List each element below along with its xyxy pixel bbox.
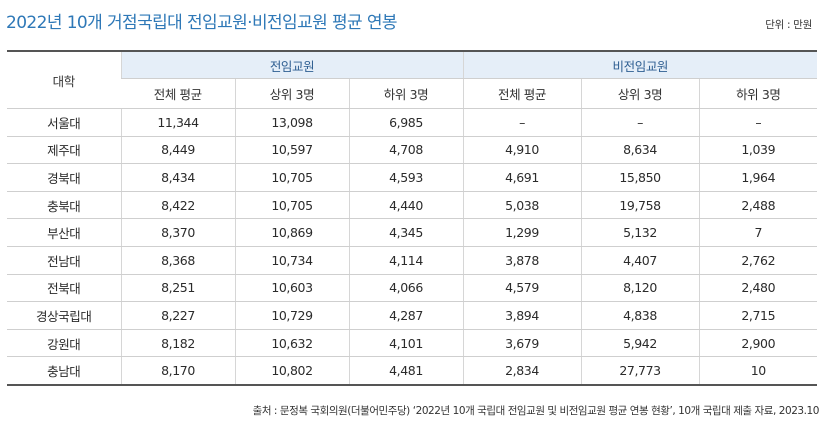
- table-row: 전남대 8,368 10,734 4,114 3,878 4,407 2,762: [7, 246, 818, 275]
- cell-fulltime-average: 8,449: [120, 136, 235, 165]
- cell-fulltime-bottom3: 6,985: [348, 108, 464, 137]
- cell-nonfulltime-top3: 27,773: [580, 356, 700, 386]
- cell-fulltime-top3: 10,597: [234, 136, 349, 165]
- cell-fulltime-average: 8,227: [120, 301, 235, 330]
- cell-nonfulltime-average: 3,894: [462, 301, 582, 330]
- cell-fulltime-bottom3: 4,101: [348, 329, 464, 358]
- cell-nonfulltime-bottom3: 2,900: [698, 329, 818, 358]
- table-group-header-row: 대학 전임교원 비전임교원: [7, 50, 818, 109]
- cell-fulltime-top3: 10,632: [234, 329, 349, 358]
- cell-nonfulltime-bottom3: 2,488: [698, 191, 818, 220]
- group-header-fulltime: 전임교원: [120, 50, 464, 79]
- subheader-nonfulltime-top3: 상위 3명: [580, 78, 700, 109]
- subheader-fulltime-average: 전체 평균: [121, 78, 235, 109]
- subheader-nonfulltime-average: 전체 평균: [462, 78, 582, 109]
- cell-university: 서울대: [7, 108, 121, 137]
- cell-fulltime-bottom3: 4,708: [348, 136, 464, 165]
- cell-fulltime-bottom3: 4,066: [348, 274, 464, 303]
- cell-university: 전남대: [7, 246, 121, 275]
- cell-fulltime-average: 8,434: [120, 163, 235, 192]
- cell-nonfulltime-top3: 5,942: [580, 329, 700, 358]
- table-row: 경상국립대 8,227 10,729 4,287 3,894 4,838 2,715: [7, 301, 818, 330]
- cell-nonfulltime-bottom3: 2,480: [698, 274, 818, 303]
- cell-fulltime-top3: 10,734: [234, 246, 349, 275]
- cell-university: 제주대: [7, 136, 121, 165]
- cell-fulltime-bottom3: 4,287: [348, 301, 464, 330]
- subheader-fulltime-bottom3: 하위 3명: [348, 78, 464, 109]
- salary-table: 대학 전임교원 비전임교원 전체 평균 상위 3명 하위 3명 전체 평균 상위…: [7, 50, 818, 386]
- cell-fulltime-bottom3: 4,481: [348, 356, 464, 386]
- cell-nonfulltime-average: 3,878: [462, 246, 582, 275]
- cell-nonfulltime-average: –: [462, 108, 582, 137]
- cell-nonfulltime-top3: 8,120: [580, 274, 700, 303]
- cell-nonfulltime-top3: 5,132: [580, 218, 700, 247]
- cell-fulltime-average: 8,182: [120, 329, 235, 358]
- cell-university: 경상국립대: [7, 301, 121, 330]
- cell-nonfulltime-average: 2,834: [462, 356, 582, 386]
- subheader-nonfulltime-bottom3: 하위 3명: [698, 78, 818, 109]
- cell-fulltime-top3: 10,802: [234, 356, 349, 386]
- cell-nonfulltime-average: 1,299: [462, 218, 582, 247]
- cell-university: 전북대: [7, 274, 121, 303]
- cell-university: 부산대: [7, 218, 121, 247]
- table-row: 경북대 8,434 10,705 4,593 4,691 15,850 1,964: [7, 163, 818, 192]
- cell-nonfulltime-top3: 8,634: [580, 136, 700, 165]
- source-note: 출처 : 문정복 국회의원(더불어민주당) ‘2022년 10개 국립대 전임교…: [252, 405, 820, 417]
- cell-fulltime-bottom3: 4,440: [348, 191, 464, 220]
- cell-fulltime-top3: 10,729: [234, 301, 349, 330]
- subheader-fulltime-top3: 상위 3명: [234, 78, 349, 109]
- cell-fulltime-bottom3: 4,114: [348, 246, 464, 275]
- cell-nonfulltime-average: 4,910: [462, 136, 582, 165]
- cell-fulltime-top3: 10,603: [234, 274, 349, 303]
- cell-university: 충북대: [7, 191, 121, 220]
- cell-fulltime-average: 8,370: [120, 218, 235, 247]
- cell-nonfulltime-bottom3: 1,964: [698, 163, 818, 192]
- cell-fulltime-top3: 10,869: [234, 218, 349, 247]
- cell-nonfulltime-top3: 19,758: [580, 191, 700, 220]
- cell-nonfulltime-top3: 4,407: [580, 246, 700, 275]
- cell-nonfulltime-average: 5,038: [462, 191, 582, 220]
- cell-university: 충남대: [7, 356, 121, 386]
- cell-nonfulltime-average: 4,579: [462, 274, 582, 303]
- cell-fulltime-average: 11,344: [120, 108, 235, 137]
- cell-nonfulltime-bottom3: 10: [698, 356, 818, 386]
- cell-university: 경북대: [7, 163, 121, 192]
- cell-fulltime-average: 8,170: [120, 356, 235, 386]
- table-row: 전북대 8,251 10,603 4,066 4,579 8,120 2,480: [7, 274, 818, 303]
- table-row: 서울대 11,344 13,098 6,985– – –: [7, 108, 818, 137]
- cell-nonfulltime-average: 3,679: [462, 329, 582, 358]
- table-subheader-row: 전체 평균 상위 3명 하위 3명 전체 평균 상위 3명 하위 3명: [7, 78, 818, 109]
- table-body: 서울대 11,344 13,098 6,985– – – 제주대 8,449 10,597 4,7…: [7, 108, 818, 386]
- cell-nonfulltime-bottom3: 7: [698, 218, 818, 247]
- cell-nonfulltime-bottom3: –: [698, 108, 818, 137]
- cell-fulltime-bottom3: 4,345: [348, 218, 464, 247]
- cell-fulltime-bottom3: 4,593: [348, 163, 464, 192]
- cell-nonfulltime-top3: –: [580, 108, 700, 137]
- table-row: 부산대 8,370 10,869 4,345 1,299 5,132 7: [7, 218, 818, 247]
- cell-nonfulltime-average: 4,691: [462, 163, 582, 192]
- cell-nonfulltime-top3: 15,850: [580, 163, 700, 192]
- column-header-university: 대학: [7, 50, 121, 109]
- table-row: 충북대 8,422 10,705 4,440 5,038 19,758 2,488: [7, 191, 818, 220]
- group-header-nonfulltime: 비전임교원: [462, 50, 818, 79]
- cell-nonfulltime-top3: 4,838: [580, 301, 700, 330]
- cell-nonfulltime-bottom3: 2,715: [698, 301, 818, 330]
- cell-fulltime-average: 8,251: [120, 274, 235, 303]
- cell-fulltime-average: 8,422: [120, 191, 235, 220]
- cell-nonfulltime-bottom3: 2,762: [698, 246, 818, 275]
- cell-fulltime-average: 8,368: [120, 246, 235, 275]
- table-row: 강원대 8,182 10,632 4,101 3,679 5,942 2,900: [7, 329, 818, 358]
- cell-university: 강원대: [7, 329, 121, 358]
- unit-label: 단위 : 만원: [765, 19, 812, 31]
- page-title: 2022년 10개 거점국립대 전임교원·비전임교원 평균 연봉: [6, 13, 398, 33]
- cell-fulltime-top3: 13,098: [234, 108, 349, 137]
- cell-fulltime-top3: 10,705: [234, 191, 349, 220]
- table-row: 충남대 8,170 10,802 4,481 2,834 27,773 10: [7, 356, 818, 386]
- cell-fulltime-top3: 10,705: [234, 163, 349, 192]
- table-row: 제주대 8,449 10,597 4,708 4,910 8,634 1,039: [7, 136, 818, 165]
- cell-nonfulltime-bottom3: 1,039: [698, 136, 818, 165]
